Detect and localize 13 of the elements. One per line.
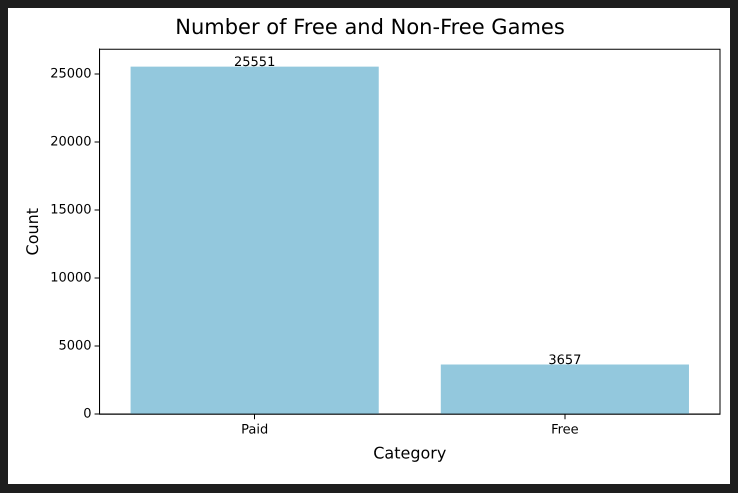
y-tick-label: 20000 (50, 134, 92, 150)
data-label: 25551 (234, 54, 276, 70)
y-tick-label: 10000 (50, 270, 92, 286)
y-axis-title: Count (22, 208, 42, 256)
x-tick-label: Paid (241, 422, 268, 438)
y-tick-label: 0 (83, 406, 92, 422)
y-tick-label: 25000 (50, 66, 92, 82)
x-axis-title: Category (373, 444, 446, 463)
y-tick-label: 5000 (58, 338, 92, 354)
chart-title: Number of Free and Non-Free Games (175, 15, 565, 40)
y-tick-label: 15000 (50, 202, 92, 218)
data-label: 3657 (548, 352, 582, 368)
x-tick-label: Free (551, 422, 579, 438)
